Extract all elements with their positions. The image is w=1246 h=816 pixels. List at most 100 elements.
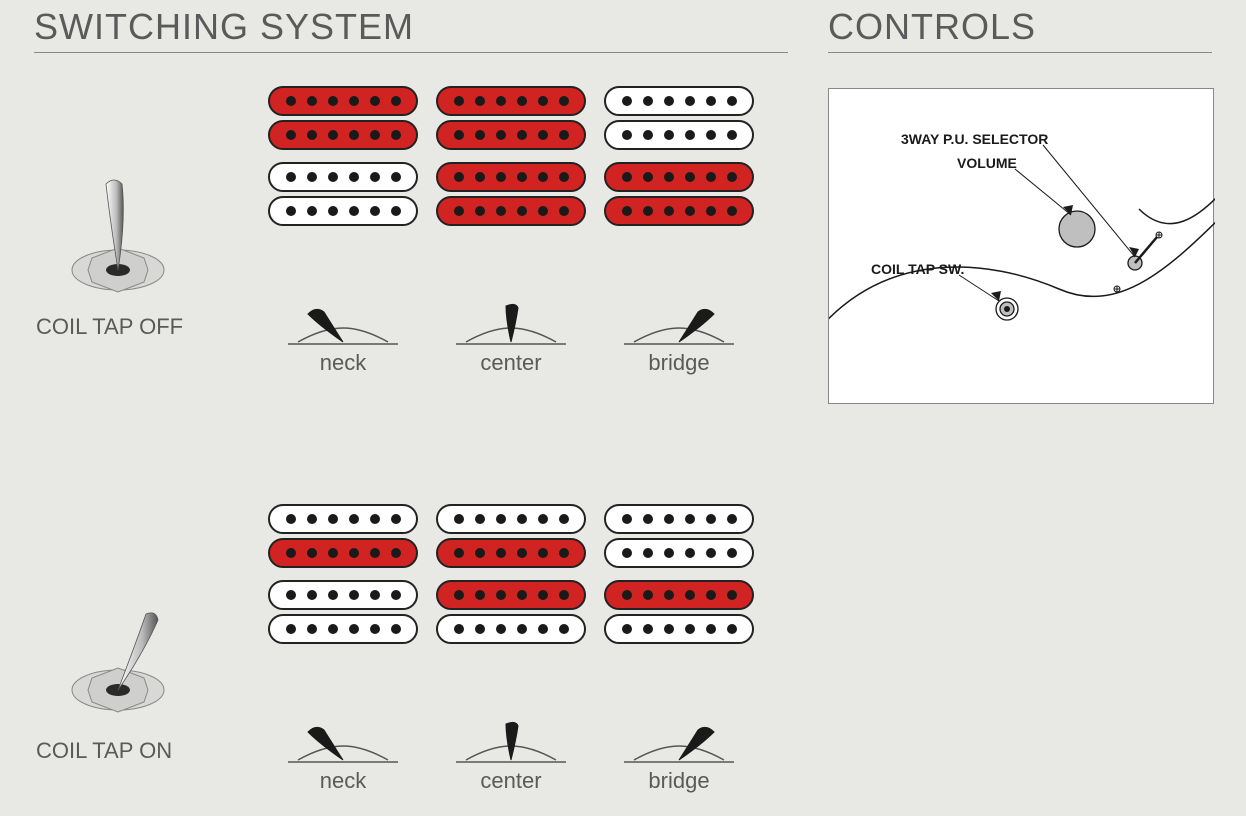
pole-piece-dot: [643, 624, 653, 634]
pickup-coil: [436, 86, 586, 116]
pole-piece-dot: [391, 624, 401, 634]
pickup-coil: [604, 504, 754, 534]
pole-piece-dot: [538, 548, 548, 558]
humbucker: [268, 86, 418, 150]
pole-piece-dot: [307, 206, 317, 216]
pole-piece-dot: [559, 96, 569, 106]
pole-piece-dot: [307, 624, 317, 634]
pole-piece-dot: [454, 590, 464, 600]
pole-piece-dot: [286, 624, 296, 634]
pole-piece-dot: [349, 514, 359, 524]
pole-piece-dot: [643, 96, 653, 106]
pickup-coil: [436, 504, 586, 534]
pickup-column-neck: [268, 504, 418, 656]
pole-piece-dot: [286, 548, 296, 558]
pole-piece-dot: [454, 548, 464, 558]
pole-piece-dot: [286, 172, 296, 182]
pole-piece-dot: [664, 514, 674, 524]
pickup-coil: [268, 162, 418, 192]
pickup-coil: [268, 504, 418, 534]
pole-piece-dot: [496, 206, 506, 216]
pole-piece-dot: [307, 96, 317, 106]
pole-piece-dot: [349, 548, 359, 558]
humbucker: [436, 580, 586, 644]
pickup-coil: [436, 580, 586, 610]
position-label-center: center: [436, 350, 586, 376]
pickup-coil: [436, 196, 586, 226]
pole-piece-dot: [349, 206, 359, 216]
pole-piece-dot: [349, 130, 359, 140]
position-label-neck: neck: [268, 350, 418, 376]
pickup-coil: [268, 580, 418, 610]
humbucker: [436, 504, 586, 568]
position-label-bridge: bridge: [604, 350, 754, 376]
pickup-coil: [436, 538, 586, 568]
position-label-neck: neck: [268, 768, 418, 794]
pole-piece-dot: [559, 130, 569, 140]
pole-piece-dot: [391, 548, 401, 558]
pickup-coil: [604, 580, 754, 610]
pole-piece-dot: [664, 548, 674, 558]
pole-piece-dot: [622, 206, 632, 216]
humbucker: [604, 580, 754, 644]
pole-piece-dot: [370, 548, 380, 558]
pole-piece-dot: [622, 548, 632, 558]
pickup-coil: [268, 120, 418, 150]
pole-piece-dot: [370, 514, 380, 524]
pole-piece-dot: [517, 206, 527, 216]
mini-switch-neck: [268, 716, 418, 764]
pole-piece-dot: [727, 206, 737, 216]
pole-piece-dot: [475, 96, 485, 106]
pole-piece-dot: [454, 624, 464, 634]
pole-piece-dot: [727, 172, 737, 182]
pole-piece-dot: [559, 624, 569, 634]
coil-tap-on-label: COIL TAP ON: [36, 738, 172, 764]
pole-piece-dot: [685, 96, 695, 106]
pickup-column-neck: [268, 86, 418, 238]
pickup-column-bridge: [604, 504, 754, 656]
pole-piece-dot: [517, 130, 527, 140]
pole-piece-dot: [538, 514, 548, 524]
pickup-coil: [436, 614, 586, 644]
pole-piece-dot: [622, 514, 632, 524]
pole-piece-dot: [538, 96, 548, 106]
humbucker: [604, 86, 754, 150]
pole-piece-dot: [391, 130, 401, 140]
pole-piece-dot: [454, 96, 464, 106]
pickup-coil: [604, 86, 754, 116]
pole-piece-dot: [496, 624, 506, 634]
pole-piece-dot: [706, 172, 716, 182]
pole-piece-dot: [727, 514, 737, 524]
pole-piece-dot: [286, 514, 296, 524]
pole-piece-dot: [643, 514, 653, 524]
pole-piece-dot: [370, 206, 380, 216]
pole-piece-dot: [370, 172, 380, 182]
pole-piece-dot: [496, 514, 506, 524]
pickup-coil: [604, 196, 754, 226]
pole-piece-dot: [559, 548, 569, 558]
pole-piece-dot: [559, 590, 569, 600]
pole-piece-dot: [622, 130, 632, 140]
pole-piece-dot: [622, 624, 632, 634]
pole-piece-dot: [454, 514, 464, 524]
pickup-coil: [268, 538, 418, 568]
position-labels-off: neck center bridge: [268, 350, 754, 376]
pole-piece-dot: [496, 96, 506, 106]
pole-piece-dot: [517, 514, 527, 524]
pole-piece-dot: [706, 96, 716, 106]
pole-piece-dot: [559, 172, 569, 182]
pole-piece-dot: [391, 172, 401, 182]
pole-piece-dot: [391, 206, 401, 216]
pole-piece-dot: [706, 548, 716, 558]
pole-piece-dot: [706, 590, 716, 600]
pole-piece-dot: [643, 548, 653, 558]
pole-piece-dot: [328, 514, 338, 524]
pole-piece-dot: [391, 590, 401, 600]
pickup-coil: [268, 196, 418, 226]
humbucker: [436, 86, 586, 150]
pole-piece-dot: [454, 172, 464, 182]
pickup-grid-off: [268, 86, 754, 238]
selector-switches-on: [268, 716, 754, 764]
pole-piece-dot: [664, 130, 674, 140]
pole-piece-dot: [307, 548, 317, 558]
